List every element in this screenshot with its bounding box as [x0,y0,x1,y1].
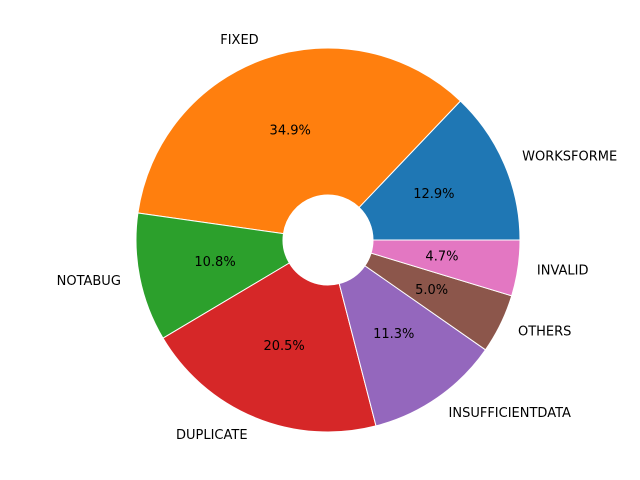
pie-slice-fixed [137,47,462,235]
slice-label-worksforme: WORKSFORME [522,149,617,164]
slice-label-duplicate: DUPLICATE [176,428,248,443]
pct-label-notabug: 10.8% [194,255,235,270]
pie-slice-worksforme [358,100,521,241]
pie-slice-insufficientdata [338,265,487,427]
pct-label-invalid: 4.7% [425,249,458,264]
slice-label-fixed: FIXED [220,33,258,48]
pct-label-insufficientdata: 11.3% [373,327,414,342]
slice-label-others: OTHERS [518,325,571,340]
pct-label-worksforme: 12.9% [413,187,454,202]
slice-label-invalid: INVALID [537,264,589,279]
pct-label-others: 5.0% [415,283,448,298]
slice-label-notabug: NOTABUG [57,274,121,289]
slice-label-insufficientdata: INSUFFICIENTDATA [449,406,572,421]
pct-label-fixed: 34.9% [270,124,311,139]
pie-slice-duplicate [162,262,377,433]
pct-label-duplicate: 20.5% [263,339,304,354]
pie-slice-invalid [370,239,521,297]
pie-slice-notabug [135,212,291,339]
